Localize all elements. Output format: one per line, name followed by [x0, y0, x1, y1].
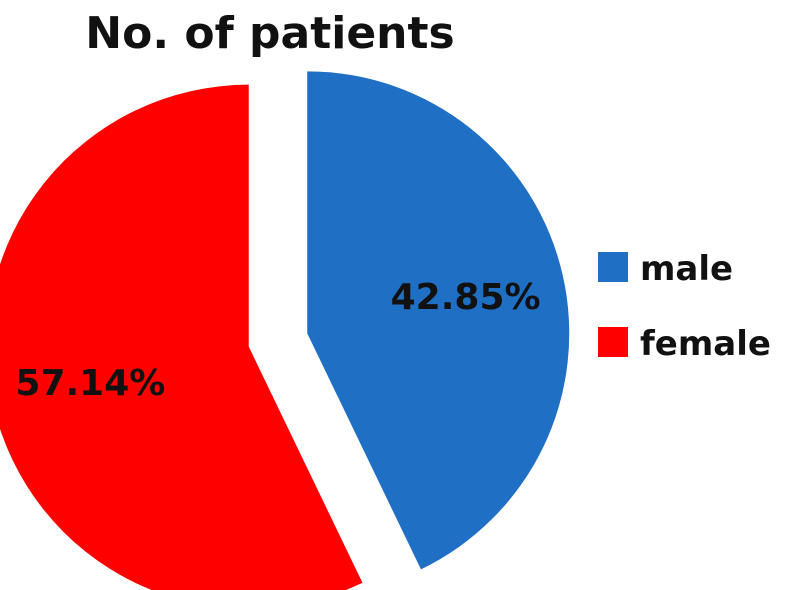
chart-title: No. of patients: [85, 8, 454, 59]
legend-entry-male: male: [598, 249, 733, 289]
pie-slice-male: [307, 71, 570, 570]
legend-swatch-male: [598, 252, 628, 282]
pie-slice-labels: 42.85% 57.14%: [15, 277, 540, 404]
legend-swatch-female: [598, 327, 628, 357]
pie-slice-female: [0, 84, 363, 590]
legend: male female: [598, 249, 771, 364]
slice-label-male: 42.85%: [391, 277, 541, 318]
legend-label-female: female: [640, 324, 771, 364]
pie-slices: [0, 71, 570, 590]
slice-label-female: 57.14%: [15, 363, 165, 404]
legend-label-male: male: [640, 249, 733, 289]
legend-entry-female: female: [598, 324, 771, 364]
